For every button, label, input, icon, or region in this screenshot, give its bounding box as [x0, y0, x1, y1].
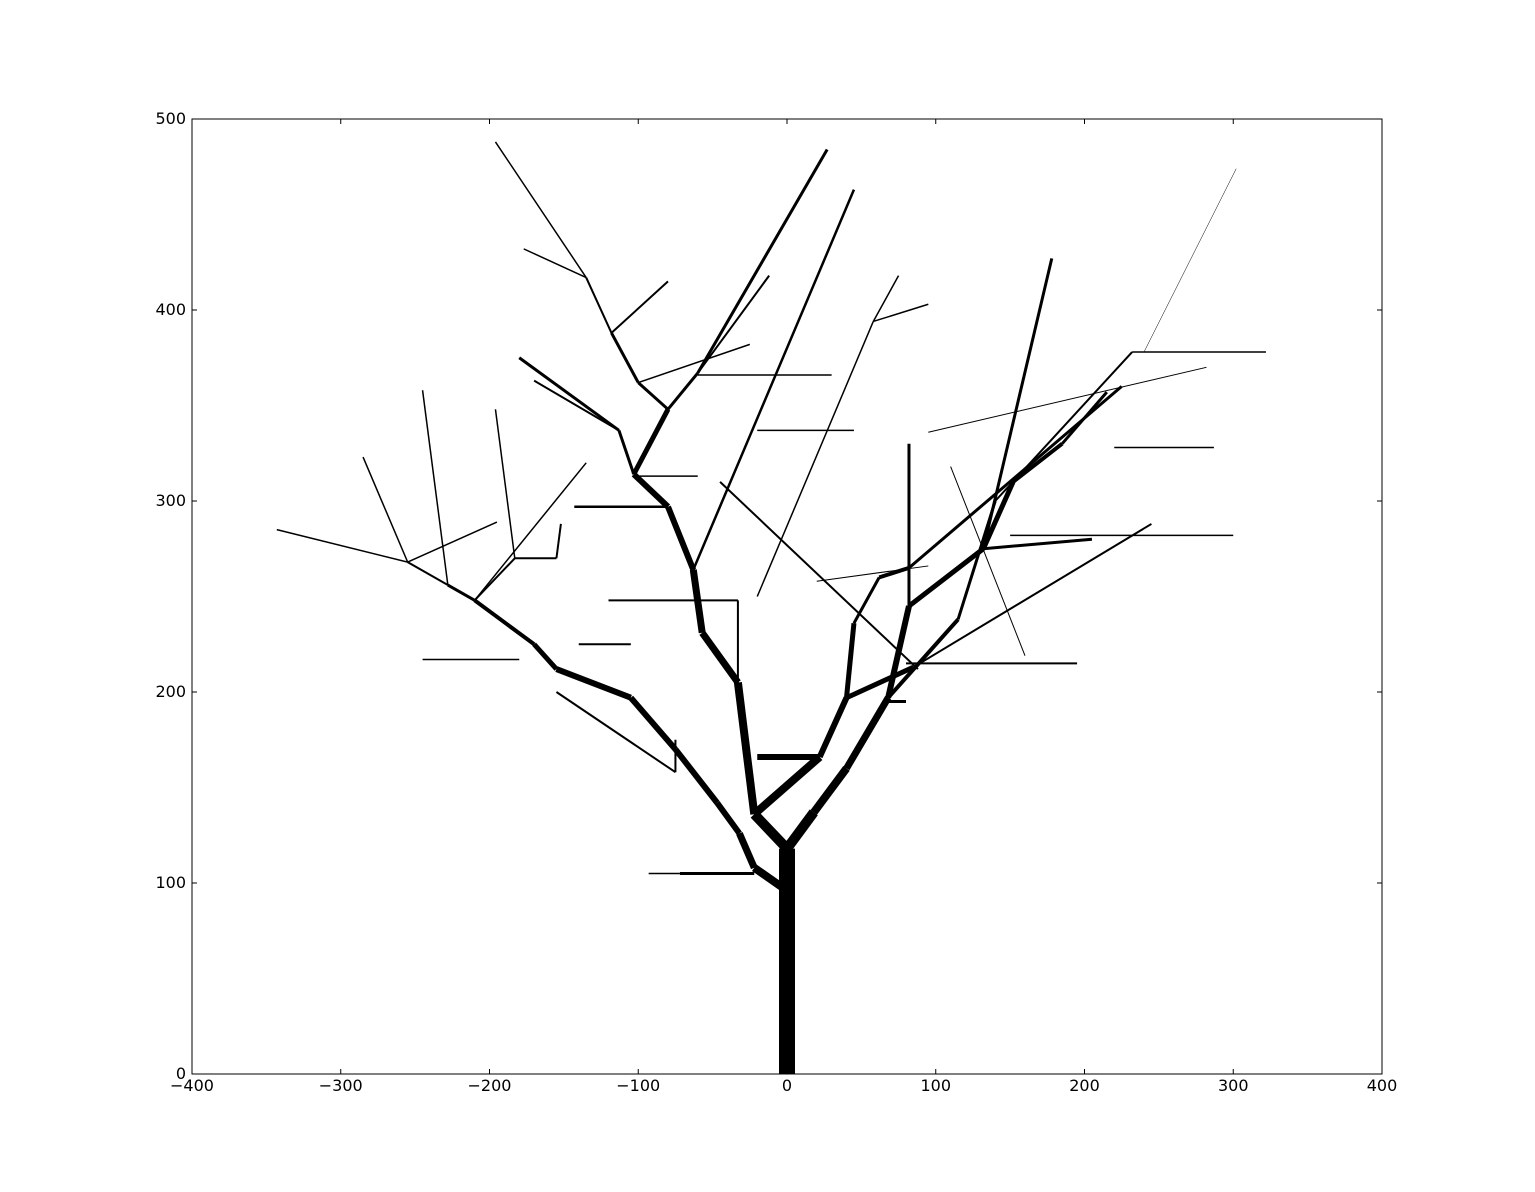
branch-segment-87	[756, 321, 874, 597]
y-tick-label: 500	[155, 109, 186, 128]
y-tick-label: 100	[155, 873, 186, 892]
branch-segment-9	[447, 583, 476, 602]
y-axis: 0 100 200 300 400 500	[155, 109, 1382, 1083]
branch-segment-31	[518, 356, 620, 432]
y-tick-label: 400	[155, 300, 186, 319]
branch-segment-5	[628, 695, 678, 752]
branch-segment-37	[523, 248, 587, 279]
x-tick-label: 300	[1218, 1076, 1249, 1095]
branch-segment-56	[1011, 442, 1064, 484]
branch-segment-65	[555, 691, 676, 774]
branch-segment-64	[908, 385, 1123, 569]
branch-segment-14	[421, 390, 449, 586]
branch-segment-2	[736, 831, 758, 870]
branch-segment-60	[956, 500, 997, 620]
x-tick-label: 0	[782, 1076, 792, 1095]
branch-segment-26	[631, 408, 671, 476]
branch-segment-4	[673, 747, 720, 805]
branch-segment-6	[555, 666, 632, 701]
branch-segment-46	[852, 576, 881, 624]
x-tick-label: −400	[170, 1076, 214, 1095]
branch-segment-24	[665, 505, 697, 571]
branch-segment-11	[276, 528, 408, 563]
branch-segment-15	[473, 557, 516, 602]
branch-segment-33	[637, 381, 670, 411]
x-tick-label: −200	[468, 1076, 512, 1095]
branch-segment-39	[638, 343, 751, 384]
branch-segment-12	[362, 456, 409, 563]
branch-segment-10	[407, 561, 449, 586]
branch-segment-59	[886, 618, 960, 700]
branch-segment-62	[983, 537, 1093, 551]
branch-segment-35	[585, 277, 613, 334]
branch-segment-7	[532, 642, 559, 671]
x-tick-label: 100	[920, 1076, 951, 1095]
branch-segment-21	[733, 681, 759, 815]
branch-segment-85	[928, 366, 1207, 433]
branch-segment-27	[666, 372, 699, 411]
branch-segment-81	[719, 481, 919, 670]
branch-segment-84	[950, 466, 1026, 656]
branch-segment-1	[751, 864, 790, 894]
branch-segment-36	[494, 141, 587, 278]
branch-segment-63	[912, 523, 1152, 669]
branch-segment-19	[474, 462, 587, 601]
branch-segment-88	[872, 275, 900, 322]
branch-segment-82	[816, 565, 929, 582]
x-axis: −400 −300 −200 −100 0 100 200 300 400	[170, 119, 1397, 1095]
branch-segment-49	[782, 809, 818, 852]
branch-segment-51	[843, 695, 892, 771]
branch-segment-38	[610, 280, 669, 334]
branch-segment-8	[473, 598, 536, 646]
branch-segment-3	[714, 801, 742, 836]
branch-segment-28	[696, 275, 770, 374]
branch-segment-18	[555, 523, 562, 559]
y-tick-label: 200	[155, 682, 186, 701]
branch-segment-34	[610, 332, 640, 384]
y-tick-label: 0	[176, 1064, 186, 1083]
branch-segment-50	[810, 766, 850, 815]
branch-segment-44	[816, 696, 850, 759]
x-tick-label: 200	[1069, 1076, 1100, 1095]
branch-segment-48	[845, 664, 915, 701]
branch-segment-42	[751, 753, 823, 818]
branch-segment-54	[907, 546, 985, 609]
branch-segment-80	[1143, 168, 1237, 353]
branch-segment-25	[631, 472, 671, 509]
branch-segment-29	[696, 148, 829, 374]
x-tick-label: −300	[319, 1076, 363, 1095]
branch-segment-41	[692, 189, 856, 571]
branch-segment-20	[750, 810, 791, 853]
branch-segment-16	[494, 409, 516, 559]
branch-segment-45	[844, 622, 857, 698]
branch-segment-30	[617, 429, 636, 475]
x-tick-label: −100	[616, 1076, 660, 1095]
branch-segment-55	[981, 480, 1016, 550]
y-tick-label: 300	[155, 491, 186, 510]
tree-branches	[276, 141, 1266, 1074]
branch-segment-32	[533, 379, 620, 432]
x-tick-label: 400	[1367, 1076, 1398, 1095]
branch-segment-86	[873, 303, 929, 323]
branch-segment-13	[407, 521, 498, 563]
branch-segment-22	[699, 630, 741, 685]
